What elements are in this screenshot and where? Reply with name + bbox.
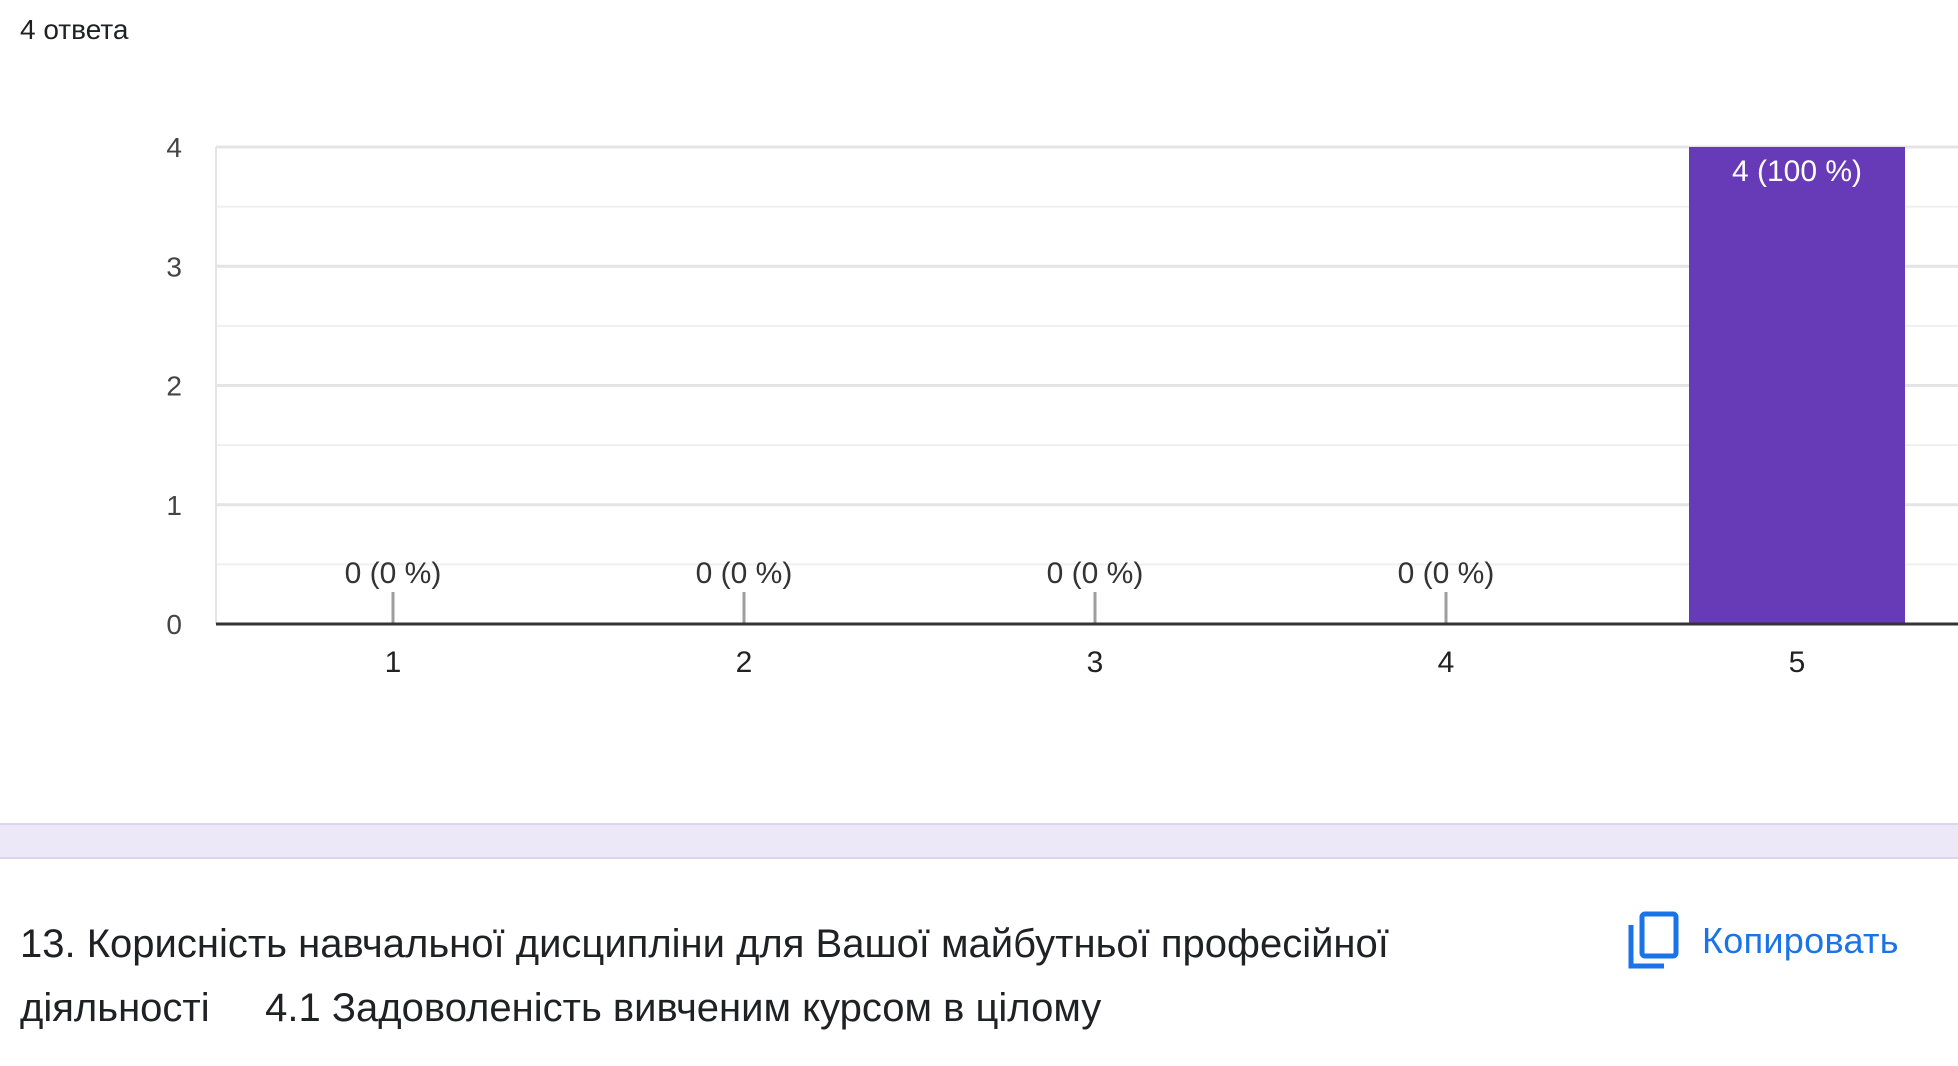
question-title: 13. Корисність навчальної дисципліни для… [20,922,1400,1030]
data-label-1: 0 (0 %) [345,557,442,590]
copy-button[interactable]: Копировать [1626,906,1899,976]
x-tick-label: 1 [385,646,402,679]
y-tick-label: 1 [166,490,182,521]
section-divider [0,823,1958,859]
copy-button-label: Копировать [1702,920,1899,961]
y-axis-ticks: 0 1 2 3 4 [166,132,182,640]
x-tick-label: 2 [736,646,753,679]
y-tick-label: 3 [166,251,182,282]
bar-5 [1689,147,1905,624]
data-label-4: 0 (0 %) [1398,557,1495,590]
x-axis-ticks: 1 2 3 4 5 [216,622,1958,679]
y-tick-label: 0 [166,609,182,640]
x-tick-label: 3 [1087,646,1104,679]
x-tick-label: 4 [1438,646,1455,679]
data-labels: 0 (0 %) 0 (0 %) 0 (0 %) 0 (0 %) 4 (100 %) [345,155,1862,590]
chart-gridlines [215,145,1958,624]
x-tick-label: 5 [1789,646,1806,679]
chart-bars [391,147,1905,624]
y-tick-label: 2 [166,371,182,402]
data-label-2: 0 (0 %) [696,557,793,590]
data-label-5: 4 (100 %) [1732,155,1862,188]
copy-icon [1626,911,1680,971]
data-label-3: 0 (0 %) [1047,557,1144,590]
y-tick-label: 4 [166,132,182,163]
responses-count: 4 ответа [20,14,129,45]
